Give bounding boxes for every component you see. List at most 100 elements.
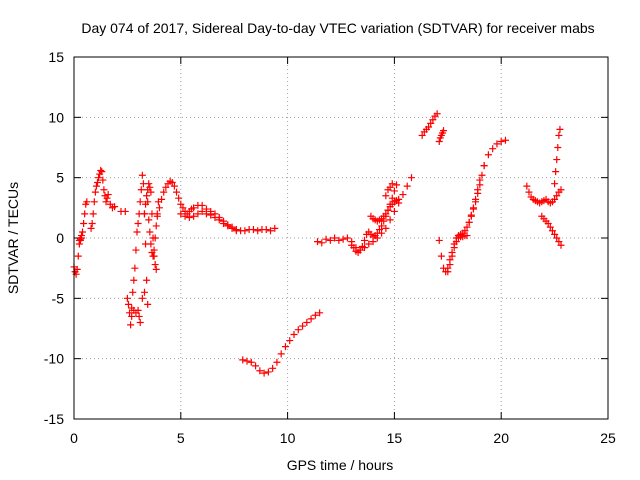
data-point [553,156,561,164]
data-point [136,318,144,326]
data-point [228,224,236,232]
series-arc-16 [382,180,396,200]
series-arc-2 [75,198,91,244]
data-point [134,306,142,314]
data-point [467,212,475,220]
data-point [356,246,364,254]
data-point [365,240,373,248]
data-point [465,218,473,226]
data-point [155,204,163,212]
data-point [254,227,262,235]
data-point [474,189,482,197]
data-point [390,187,398,195]
y-tick-label: -15 [44,411,64,427]
data-point [133,228,141,236]
data-point [407,174,415,182]
data-point [81,210,89,218]
data-point [281,343,289,351]
y-tick-labels: -15 -10 -5 0 5 10 15 [44,49,64,427]
data-point [555,238,563,246]
data-point [378,222,386,230]
data-point [375,226,383,234]
data-point [143,276,151,284]
data-point [152,222,160,230]
data-point [386,183,394,191]
data-point [190,204,198,212]
data-point [489,145,497,153]
data-points [70,110,565,377]
data-point [299,322,307,330]
data-point [450,244,458,252]
data-point [129,288,137,296]
x-tick-labels: 0 5 10 15 20 25 [70,430,616,446]
data-point [247,358,255,366]
data-point [232,227,240,235]
series-arc-20 [444,232,471,276]
data-point [469,205,477,213]
data-point [153,212,161,220]
data-point [382,192,390,200]
data-point [435,137,443,145]
data-point [158,195,166,203]
data-point [260,369,268,377]
data-point [73,265,81,273]
data-point [140,210,148,218]
data-point [138,294,146,302]
data-point [557,241,565,249]
data-point [148,210,156,218]
data-point [476,181,484,189]
data-point [144,198,152,206]
y-tick-label: 15 [48,49,64,65]
data-point [448,252,456,260]
data-point [484,151,492,159]
series-arc-24 [538,212,565,249]
data-point [252,362,260,370]
data-point [95,174,103,182]
data-point [360,236,368,244]
data-point [224,222,232,230]
data-point [343,234,351,242]
grid-lines [74,57,608,419]
data-point [102,198,110,206]
series-arc-11 [202,210,240,235]
data-point [388,194,396,202]
data-point [433,110,441,118]
data-point [446,261,454,269]
data-point [339,235,347,243]
data-point [151,261,159,269]
data-point [444,268,452,276]
series-arc-14 [348,181,401,256]
data-point [74,252,82,260]
data-point [440,127,448,135]
data-point [437,252,445,260]
data-point [523,182,531,190]
series-arc-23 [551,125,564,188]
series-arc-15 [367,195,403,225]
data-point [290,331,298,339]
series-arc-8 [144,180,160,273]
data-point [271,224,279,232]
data-point [399,191,407,199]
data-point [435,236,443,244]
data-point [162,183,170,191]
data-point [79,228,87,236]
data-point [92,182,100,190]
data-point [556,125,564,133]
data-point [190,212,198,220]
data-point [249,226,257,234]
data-point [269,364,277,372]
data-point [241,227,249,235]
data-point [132,246,140,254]
data-point [143,192,151,200]
x-tick-label: 25 [600,430,616,446]
data-point [136,198,144,206]
data-point [168,178,176,186]
data-point [311,311,319,319]
series-arc-21 [465,162,488,226]
data-point [97,166,105,174]
data-point [173,188,181,196]
data-point [554,144,562,151]
data-point [100,186,108,194]
